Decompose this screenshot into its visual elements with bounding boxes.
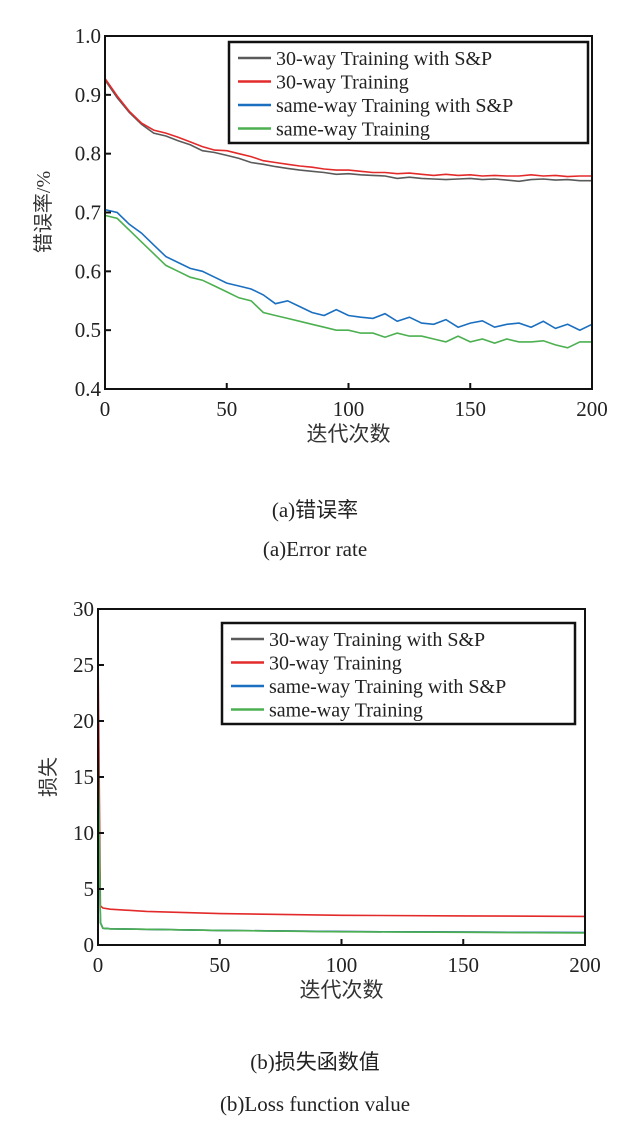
- y-tick-label: 0.7: [75, 201, 101, 225]
- y-tick-label: 25: [73, 653, 94, 677]
- legend-label-2: same-way Training with S&P: [269, 676, 506, 698]
- series-line-0: [104, 79, 592, 183]
- series-line-2: [97, 737, 586, 934]
- x-axis-label: 迭代次数: [307, 422, 391, 446]
- y-tick-label: 30: [73, 597, 94, 621]
- chart-1: 0 50 100 150 200 0 5 10 15 20 25 30 迭代次数 损失 30-way Tra…: [37, 597, 601, 1002]
- x-tick-label: 50: [209, 953, 230, 977]
- x-tick-label: 100: [326, 953, 358, 977]
- series-line-2: [104, 208, 593, 332]
- x-tick-label: 200: [569, 953, 601, 977]
- x-tick-label: 200: [576, 397, 608, 421]
- x-tick-label: 0: [100, 397, 111, 421]
- y-tick-label: 0: [84, 933, 95, 957]
- y-tick-label: 10: [73, 821, 94, 845]
- series-line-1: [104, 77, 592, 178]
- legend-label-1: 30-way Training: [276, 72, 409, 94]
- series-line-1: [97, 650, 586, 918]
- caption-b-english: (b)Loss function value: [219, 1092, 411, 1116]
- legend-label-2: same-way Training with S&P: [276, 95, 513, 117]
- x-tick-label: 50: [216, 397, 237, 421]
- y-tick-label: 15: [73, 765, 94, 789]
- x-tick-label: 0: [93, 953, 104, 977]
- legend-label-3: same-way Training: [269, 700, 423, 722]
- caption-b-chinese: (b)损失函数值: [250, 1050, 380, 1074]
- caption-a-english: (a)Error rate: [262, 537, 368, 561]
- legend: 30-way Training with S&P30-way Trainings…: [227, 40, 590, 145]
- x-tick-label: 100: [333, 397, 365, 421]
- series-line-3: [104, 214, 592, 349]
- y-tick-label: 0.6: [75, 259, 101, 283]
- x-tick-label: 150: [448, 953, 480, 977]
- legend: 30-way Training with S&P30-way Trainings…: [220, 621, 577, 726]
- legend-label-0: 30-way Training with S&P: [269, 629, 485, 651]
- y-tick-label: 0.8: [75, 142, 101, 166]
- legend-box: [220, 621, 577, 726]
- series-line-3: [97, 737, 586, 934]
- legend-label-0: 30-way Training with S&P: [276, 48, 492, 70]
- y-axis-label: 损失: [37, 757, 60, 797]
- y-tick-label: 0.9: [75, 83, 101, 107]
- chart-0: 0 50 100 150 200 0.4 0.5 0.6 0.7 0.8 0.9 1.0 迭代次数 错误率…: [32, 24, 608, 446]
- series-line-0: [97, 737, 586, 934]
- y-axis-label: 错误率/%: [32, 171, 55, 253]
- y-tick-label: 5: [84, 877, 95, 901]
- y-tick-label: 0.4: [75, 377, 102, 401]
- legend-label-3: same-way Training: [276, 119, 430, 141]
- x-tick-label: 150: [455, 397, 487, 421]
- legend-box: [227, 40, 590, 145]
- legend-label-1: 30-way Training: [269, 653, 402, 675]
- y-tick-label: 20: [73, 709, 94, 733]
- y-tick-label: 1.0: [75, 24, 101, 48]
- caption-a-chinese: (a)错误率: [271, 498, 359, 522]
- x-axis-label: 迭代次数: [300, 978, 384, 1002]
- y-tick-label: 0.5: [75, 318, 101, 342]
